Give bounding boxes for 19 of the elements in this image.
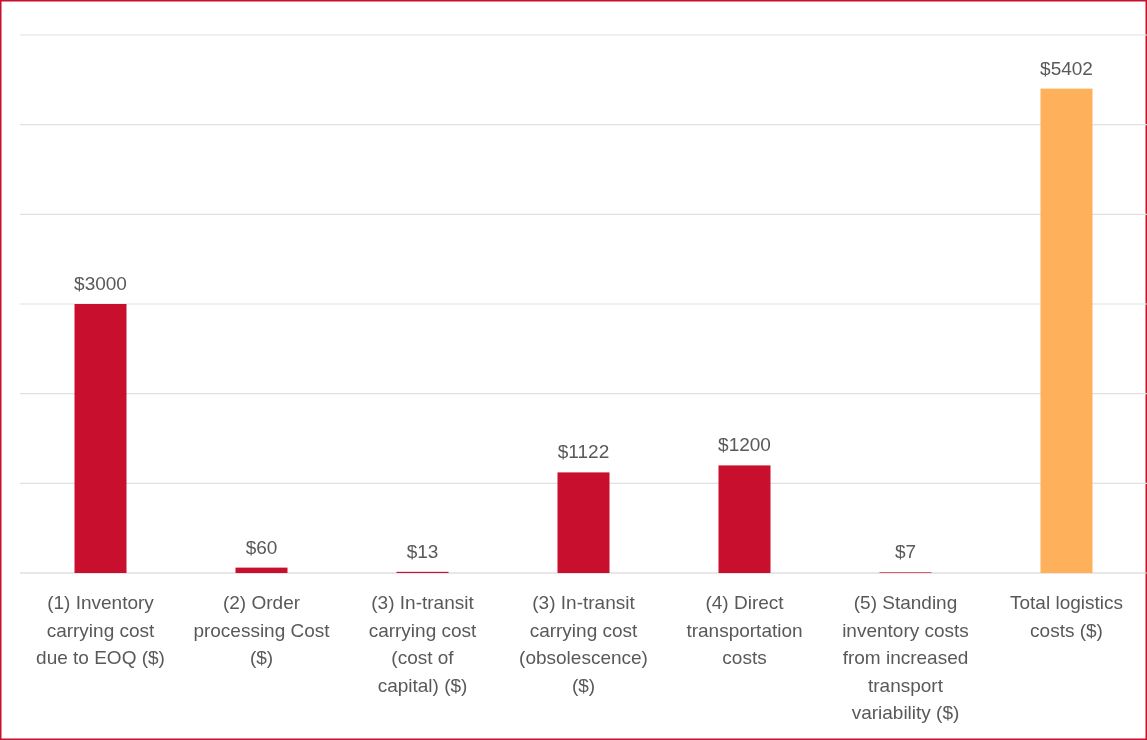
x-tick-label: (2) Order processing Cost ($): [193, 592, 331, 668]
data-label: $60: [245, 536, 278, 558]
data-label: $5402: [1040, 57, 1093, 79]
x-tick-label: (5) Standing inventory costs from increased transport variability ($): [842, 592, 969, 723]
data-label: $1122: [557, 441, 610, 463]
x-tick-label: (3) In-transit carrying cost (obsolescence) ($): [519, 592, 648, 696]
x-tick-label: Total logistics costs ($): [1010, 592, 1123, 641]
bar: [718, 465, 771, 573]
data-label: $13: [406, 540, 439, 562]
bar: [1040, 88, 1093, 573]
x-tick-label: (4) Direct transportation costs: [686, 592, 803, 668]
data-label: $1200: [718, 434, 771, 456]
x-tick-label: (3) In-transit carrying cost (cost of capital) ($): [368, 592, 478, 696]
bar: [74, 304, 127, 573]
bar: [557, 472, 610, 573]
bar: [235, 567, 288, 573]
data-label: $3000: [74, 273, 127, 294]
x-tick-label: (1) Inventory carrying cost due to EOQ ($): [36, 592, 165, 668]
data-label: $7: [894, 541, 917, 563]
